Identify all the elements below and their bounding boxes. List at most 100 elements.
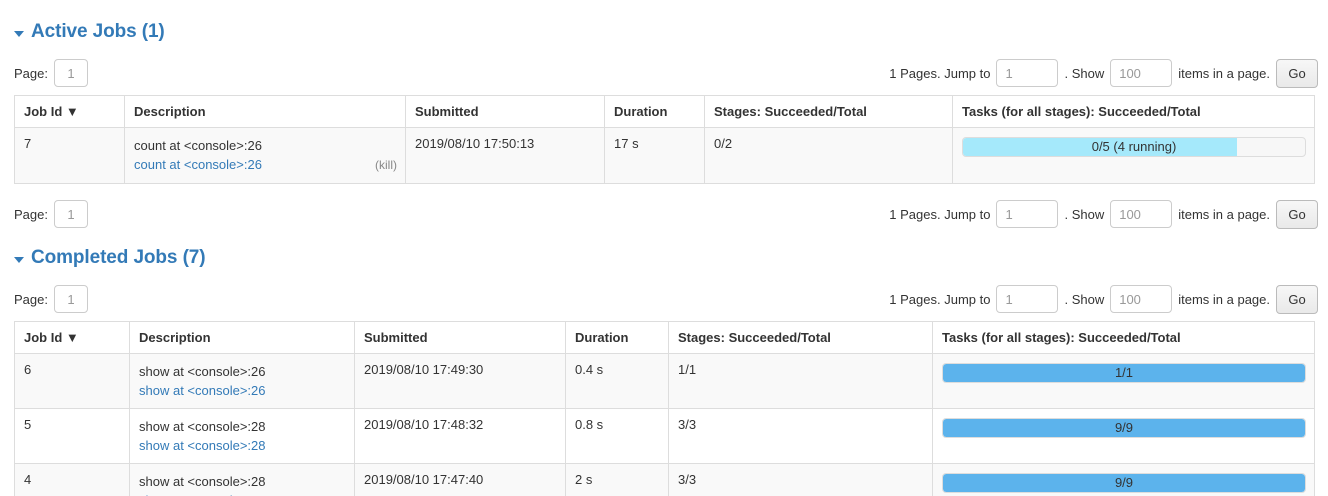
completed-page-left-group: Page: [14, 285, 88, 313]
active-cell-duration: 17 s [604, 127, 705, 184]
active-cell-description: count at <console>:26 count at <console>… [124, 127, 406, 184]
active-show-label-top: . Show [1064, 65, 1105, 81]
active-col-submitted[interactable]: Submitted [405, 95, 605, 128]
completed-col-description[interactable]: Description [129, 321, 355, 354]
active-show-label-bottom: . Show [1064, 206, 1105, 222]
completed-cell-tasks: 1/1 [932, 353, 1315, 409]
description-link-row: show at <console>:28 [139, 491, 346, 496]
tasks-progress-label: 1/1 [1114, 365, 1134, 380]
completed-cell-duration: 0.8 s [565, 408, 669, 464]
active-page-right-group-bottom: 1 Pages. Jump to . Show items in a page.… [889, 199, 1318, 229]
caret-down-icon [14, 256, 24, 263]
completed-jobs-title: Completed Jobs (7) [31, 247, 206, 268]
description-text: count at <console>:26 [134, 138, 262, 153]
active-jobs-table: Job Id ▼ Description Submitted Duration … [14, 95, 1315, 184]
completed-col-stages[interactable]: Stages: Succeeded/Total [668, 321, 933, 354]
active-page-label-top: Page: [14, 65, 48, 81]
tasks-progress-bar: 0/5 (4 running) [962, 137, 1306, 157]
active-page-label-bottom: Page: [14, 206, 48, 222]
tasks-progress-fill [943, 474, 1305, 492]
tasks-progress-bar: 1/1 [942, 363, 1306, 383]
completed-jobs-section-header[interactable]: Completed Jobs (7) [0, 247, 1328, 269]
active-cell-stages: 0/2 [704, 127, 953, 184]
active-pages-text-top: 1 Pages. Jump to [889, 65, 991, 81]
completed-cell-submitted: 2019/08/10 17:48:32 [354, 408, 566, 464]
active-page-input-bottom[interactable] [53, 200, 88, 228]
kill-link[interactable]: (kill) [375, 158, 397, 172]
completed-page-right-group: 1 Pages. Jump to . Show items in a page.… [889, 284, 1318, 314]
active-col-tasks[interactable]: Tasks (for all stages): Succeeded/Total [952, 95, 1315, 128]
active-col-description[interactable]: Description [124, 95, 406, 128]
active-page-input-top[interactable] [53, 59, 88, 87]
completed-cell-job-id: 4 [14, 463, 130, 496]
active-col-stages[interactable]: Stages: Succeeded/Total [704, 95, 953, 128]
tasks-progress-fill [963, 138, 1237, 156]
completed-cell-job-id: 5 [14, 408, 130, 464]
description-link[interactable]: show at <console>:28 [139, 438, 266, 453]
active-show-input-bottom[interactable] [1110, 200, 1173, 228]
active-cell-submitted: 2019/08/10 17:50:13 [405, 127, 605, 184]
completed-jobs-table: Job Id ▼ Description Submitted Duration … [14, 321, 1315, 496]
completed-page-label-top: Page: [14, 291, 48, 307]
completed-cell-job-id: 6 [14, 353, 130, 409]
completed-table-header-row: Job Id ▼ Description Submitted Duration … [14, 321, 1315, 354]
active-col-job-id[interactable]: Job Id ▼ [14, 95, 125, 128]
tasks-progress-bar: 9/9 [942, 418, 1306, 438]
active-go-button-bottom[interactable]: Go [1276, 199, 1318, 229]
completed-cell-tasks: 9/9 [932, 408, 1315, 464]
caret-down-icon [14, 30, 24, 37]
description-link-row: count at <console>:26 (kill) [134, 155, 397, 175]
completed-cell-stages: 3/3 [668, 463, 933, 496]
completed-show-label-top: . Show [1064, 291, 1105, 307]
completed-page-input-top[interactable] [53, 285, 88, 313]
active-page-right-group: 1 Pages. Jump to . Show items in a page.… [889, 58, 1318, 88]
description-link[interactable]: count at <console>:26 [134, 157, 262, 172]
description-link[interactable]: show at <console>:28 [139, 491, 265, 496]
completed-jump-input-top[interactable] [996, 285, 1059, 313]
completed-cell-submitted: 2019/08/10 17:47:40 [354, 463, 566, 496]
completed-go-button-top[interactable]: Go [1276, 284, 1318, 314]
spark-jobs-page: Active Jobs (1) Page: 1 Pages. Jump to .… [0, 21, 1328, 496]
completed-cell-description: show at <console>:28 show at <console>:2… [129, 408, 355, 464]
description-text: show at <console>:28 [139, 474, 266, 489]
active-cell-job-id: 7 [14, 127, 125, 184]
tasks-progress-label: 9/9 [1114, 420, 1134, 435]
completed-cell-submitted: 2019/08/10 17:49:30 [354, 353, 566, 409]
completed-col-duration[interactable]: Duration [565, 321, 669, 354]
active-show-input-top[interactable] [1110, 59, 1173, 87]
description-link-row: show at <console>:28 [139, 436, 346, 455]
completed-cell-stages: 3/3 [668, 408, 933, 464]
description-link[interactable]: show at <console>:26 [139, 383, 266, 398]
active-jobs-pagination-top: Page: 1 Pages. Jump to . Show items in a… [0, 58, 1328, 88]
active-jobs-title: Active Jobs (1) [31, 21, 165, 42]
completed-pages-text-top: 1 Pages. Jump to [889, 291, 991, 307]
completed-col-job-id[interactable]: Job Id ▼ [14, 321, 130, 354]
completed-cell-duration: 0.4 s [565, 353, 669, 409]
table-row: 7 count at <console>:26 count at <consol… [14, 127, 1315, 184]
tasks-progress-bar: 9/9 [942, 473, 1306, 493]
active-page-left-group: Page: [14, 59, 88, 87]
active-items-text-bottom: items in a page. [1178, 206, 1270, 222]
completed-show-input-top[interactable] [1110, 285, 1173, 313]
completed-cell-tasks: 9/9 [932, 463, 1315, 496]
completed-table-body: 6 show at <console>:26 show at <console>… [14, 353, 1315, 496]
completed-cell-duration: 2 s [565, 463, 669, 496]
completed-col-tasks[interactable]: Tasks (for all stages): Succeeded/Total [932, 321, 1315, 354]
active-go-button-top[interactable]: Go [1276, 58, 1318, 88]
completed-cell-description: show at <console>:26 show at <console>:2… [129, 353, 355, 409]
active-table-header-row: Job Id ▼ Description Submitted Duration … [14, 95, 1315, 128]
tasks-progress-label: 0/5 (4 running) [1091, 139, 1177, 154]
active-col-duration[interactable]: Duration [604, 95, 705, 128]
active-jump-input-top[interactable] [996, 59, 1059, 87]
active-jobs-section-header[interactable]: Active Jobs (1) [0, 21, 1328, 43]
active-cell-tasks: 0/5 (4 running) [952, 127, 1315, 184]
description-text: show at <console>:28 [139, 419, 266, 434]
table-row: 5 show at <console>:28 show at <console>… [14, 408, 1315, 464]
tasks-progress-label: 9/9 [1114, 475, 1134, 490]
active-page-left-group-bottom: Page: [14, 200, 88, 228]
active-jobs-pagination-bottom: Page: 1 Pages. Jump to . Show items in a… [0, 199, 1328, 229]
completed-col-submitted[interactable]: Submitted [354, 321, 566, 354]
active-jump-input-bottom[interactable] [996, 200, 1059, 228]
tasks-progress-fill [943, 364, 1305, 382]
description-text: show at <console>:26 [139, 364, 266, 379]
